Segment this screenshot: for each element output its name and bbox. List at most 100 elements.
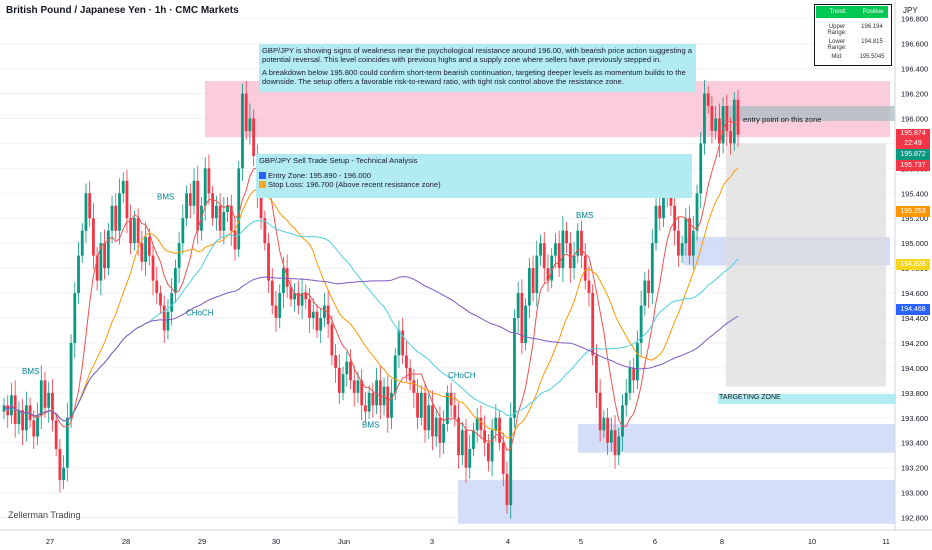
candle-body [513, 318, 516, 418]
x-tick-label: 3 [430, 537, 434, 546]
candle-body [486, 442, 490, 462]
candle-body [539, 243, 542, 256]
moving-average-line [3, 167, 739, 439]
price-axis-bg [895, 0, 932, 550]
candle-body [598, 392, 602, 431]
projection-zone [726, 143, 886, 387]
moving-average-line [3, 220, 739, 422]
candle-body [349, 361, 352, 381]
y-tick-label: 194.600 [901, 289, 928, 298]
candle-body [691, 230, 695, 256]
candle-body [397, 330, 401, 356]
candle-body [472, 430, 475, 449]
candle-body [546, 268, 550, 281]
candle-body [345, 361, 349, 375]
candle-body [449, 392, 453, 406]
candle-body [304, 293, 308, 300]
setup-title: GBP/JPY Sell Trade Setup - Technical Ana… [259, 156, 418, 165]
candle-body [717, 118, 721, 144]
candle-body [106, 230, 110, 269]
candle-body [330, 324, 334, 356]
stats-header-key: Trend: [829, 9, 847, 15]
candle-body [159, 293, 162, 306]
candle-body [419, 392, 423, 418]
candle-body [315, 311, 319, 331]
candle-body [457, 417, 460, 456]
stats-header-row: Trend: Positive [816, 6, 888, 18]
candle-body [583, 255, 587, 281]
candle-body [650, 243, 654, 294]
candle-body [468, 448, 472, 468]
stats-row-lower: Lower Range: 194.815 [815, 36, 891, 51]
candle-body [527, 268, 531, 306]
candle-body [658, 205, 662, 219]
candle-body [673, 205, 677, 231]
candle-body [69, 342, 73, 418]
price-tag: 194.468 [896, 304, 930, 316]
candle-body [423, 392, 427, 431]
chart-title: British Pound / Japanese Yen · 1h · CMC … [6, 5, 239, 16]
stats-header-value: Positive [862, 9, 884, 15]
candle-body [32, 420, 36, 437]
candle-body [695, 193, 699, 231]
candle-body [341, 374, 345, 393]
candle-body [192, 180, 196, 206]
candle-body [624, 392, 628, 406]
candle-body [557, 243, 561, 269]
candle-body [203, 168, 207, 206]
candle-body [121, 180, 125, 194]
candle-body [490, 430, 494, 462]
y-tick-label: 194.000 [901, 364, 928, 373]
candle-body [39, 380, 43, 416]
candle-body [632, 367, 636, 381]
candle-body [676, 230, 680, 256]
candle-body [554, 243, 557, 256]
candle-body [51, 392, 54, 421]
candle-body [274, 305, 278, 318]
y-tick-label: 194.200 [901, 339, 928, 348]
x-tick-label: 4 [506, 537, 510, 546]
x-tick-label: 11 [882, 537, 890, 546]
y-tick-label: 193.400 [901, 439, 928, 448]
candle-body [431, 405, 434, 437]
candle-body [360, 380, 364, 406]
stop-square-icon [259, 181, 266, 188]
currency-label[interactable]: JPY [903, 6, 918, 15]
candle-body [475, 417, 479, 431]
candle-body [110, 205, 114, 231]
candle-body [248, 118, 252, 131]
candle-body [352, 380, 356, 393]
candle-body [531, 268, 535, 294]
candle-body [289, 286, 293, 300]
candle-body [483, 430, 487, 443]
x-tick-label: 29 [198, 537, 206, 546]
y-tick-label: 192.800 [901, 514, 928, 523]
candle-body [703, 93, 706, 144]
candle-body [609, 430, 613, 443]
candle-body [293, 293, 297, 300]
candle-body [170, 293, 174, 312]
candle-body [222, 212, 226, 231]
candle-body [181, 218, 185, 244]
stats-value: 195.5045 [859, 54, 885, 60]
stats-row-upper: Upper Range: 196.194 [815, 21, 891, 36]
candle-body [140, 243, 144, 262]
candle-body [233, 230, 237, 250]
candle-body [2, 405, 6, 412]
candle-body [591, 293, 595, 356]
entry-band [726, 106, 896, 121]
x-tick-label: 28 [122, 537, 130, 546]
candle-body [401, 330, 405, 356]
candle-body [595, 355, 598, 393]
candle-body [196, 180, 200, 231]
candle-body [412, 380, 416, 393]
candle-body [736, 99, 740, 135]
candle-body [218, 205, 222, 231]
candle-body [54, 420, 58, 449]
candle-body [587, 280, 591, 294]
analysis-note: GBP/JPY is showing signs of weakness nea… [259, 44, 696, 92]
candle-body [166, 311, 170, 331]
target-zone [578, 424, 895, 453]
entry-point-label: entry point on this zone [743, 115, 822, 124]
candle-body [550, 255, 554, 281]
